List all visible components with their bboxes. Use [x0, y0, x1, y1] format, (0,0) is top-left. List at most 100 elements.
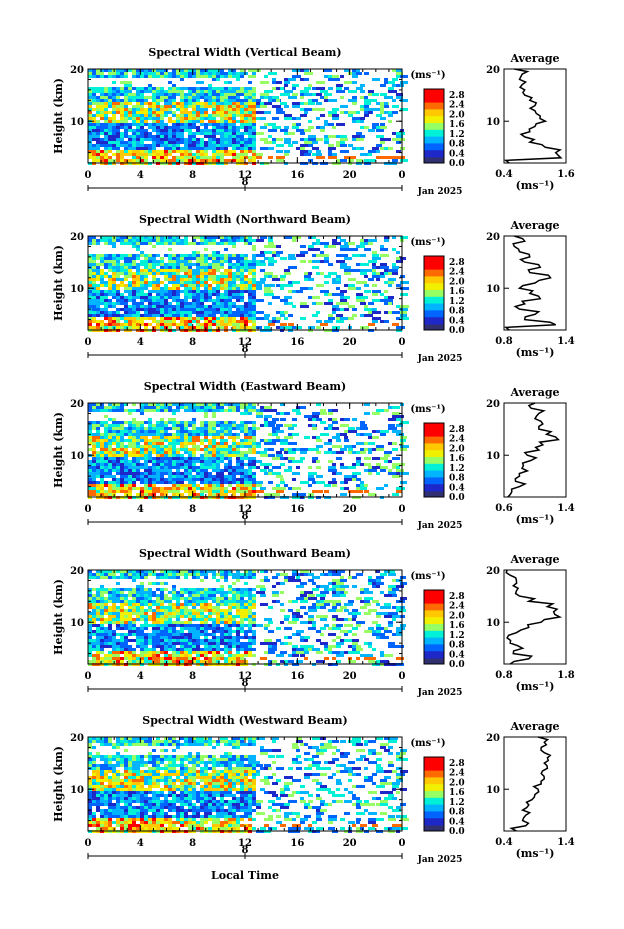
x-tick-label: 4: [137, 838, 144, 849]
colorbar-unit: (ms⁻¹): [410, 571, 445, 582]
y-axis-label: Height (km): [52, 746, 65, 822]
avg-x-tick-label: 0.8: [495, 336, 512, 347]
y-tick-label: 10: [70, 451, 84, 462]
x-tick-label: 8: [189, 671, 196, 682]
colorbar-tick-label: 0.0: [449, 159, 465, 169]
colorbar-tick-label: 2.4: [449, 101, 465, 111]
x-tick-label: 16: [290, 337, 304, 348]
x-tick-label: 8: [189, 838, 196, 849]
colorbar-tick-label: 0.0: [449, 660, 465, 670]
heatmap-title-4: Spectral Width (Southward Beam): [139, 547, 351, 560]
colorbar-tick-label: 1.2: [449, 297, 465, 307]
y-tick-label: 20: [70, 733, 84, 744]
x-tick-label: 20: [343, 671, 357, 682]
avg-y-tick-label: 20: [486, 566, 500, 577]
avg-x-tick-label: 1.4: [557, 336, 574, 347]
x-tick-label: 12: [238, 671, 252, 682]
colorbar-unit: (ms⁻¹): [410, 237, 445, 248]
colorbar-tick-label: 0.8: [449, 307, 465, 317]
heatmap-cells: [88, 570, 407, 666]
colorbar-tick-label: 1.6: [449, 287, 465, 297]
avg-x-label: (ms⁻¹): [516, 346, 555, 359]
x-tick-label: 20: [343, 170, 357, 181]
x-tick-label: 12: [238, 337, 252, 348]
date-label: Jan 2025: [417, 521, 463, 531]
colorbar-tick-label: 1.6: [449, 788, 465, 798]
colorbar-tick-label: 2.0: [449, 277, 465, 287]
y-axis-label: Height (km): [52, 412, 65, 488]
avg-y-tick-label: 20: [486, 399, 500, 410]
heatmap-panel-3: [87, 402, 567, 525]
colorbar-tick-label: 0.0: [449, 827, 465, 837]
avg-x-tick-label: 0.4: [495, 169, 512, 180]
colorbar-tick-label: 0.4: [449, 149, 465, 159]
colorbar-tick-label: 0.4: [449, 483, 465, 493]
x-tick-label: 0: [399, 838, 406, 849]
heatmap-title-2: Spectral Width (Northward Beam): [139, 213, 351, 226]
colorbar-tick-label: 1.6: [449, 454, 465, 464]
avg-title: Average: [509, 219, 559, 232]
x-tick-label: 0: [399, 170, 406, 181]
day-marker: 8: [242, 177, 249, 188]
colorbar-tick-label: 2.0: [449, 611, 465, 621]
colorbar-tick-label: 1.6: [449, 120, 465, 130]
y-axis-label: Height (km): [52, 78, 65, 154]
x-tick-label: 20: [343, 337, 357, 348]
y-tick-label: 10: [70, 284, 84, 295]
avg-profile-line: [507, 402, 560, 498]
avg-y-tick-label: 10: [486, 451, 500, 462]
x-tick-label: 4: [137, 504, 144, 515]
heatmap-panel-1: [87, 68, 567, 191]
avg-title: Average: [509, 52, 559, 65]
x-axis-label: Local Time: [211, 869, 279, 882]
avg-x-label: (ms⁻¹): [516, 513, 555, 526]
y-tick-label: 20: [70, 566, 84, 577]
avg-x-label: (ms⁻¹): [516, 680, 555, 693]
colorbar: [423, 255, 445, 331]
y-axis-label: Height (km): [52, 579, 65, 655]
colorbar-unit: (ms⁻¹): [410, 738, 445, 749]
y-tick-label: 10: [70, 785, 84, 796]
x-tick-label: 4: [137, 170, 144, 181]
x-tick-label: 20: [343, 504, 357, 515]
x-tick-label: 16: [290, 170, 304, 181]
colorbar-tick-label: 2.8: [449, 91, 465, 101]
x-tick-label: 12: [238, 504, 252, 515]
avg-y-tick-label: 20: [486, 232, 500, 243]
y-tick-label: 10: [70, 117, 84, 128]
avg-x-tick-label: 1.4: [557, 837, 574, 848]
colorbar-tick-label: 1.2: [449, 631, 465, 641]
colorbar-tick-label: 2.8: [449, 592, 465, 602]
colorbar-unit: (ms⁻¹): [410, 404, 445, 415]
x-tick-label: 0: [85, 170, 92, 181]
avg-title: Average: [509, 553, 559, 566]
colorbar-tick-label: 0.4: [449, 650, 465, 660]
colorbar-tick-label: 2.4: [449, 602, 465, 612]
heatmap-title-1: Spectral Width (Vertical Beam): [148, 46, 341, 59]
x-tick-label: 0: [85, 504, 92, 515]
colorbar: [423, 422, 445, 498]
x-tick-label: 4: [137, 337, 144, 348]
colorbar-tick-label: 2.4: [449, 268, 465, 278]
x-tick-label: 16: [290, 504, 304, 515]
date-label: Jan 2025: [417, 187, 463, 197]
avg-y-tick-label: 10: [486, 284, 500, 295]
avg-x-tick-label: 0.4: [495, 837, 512, 848]
x-tick-label: 16: [290, 838, 304, 849]
heatmap-panel-4: [87, 569, 567, 692]
avg-profile-line: [503, 68, 563, 164]
avg-x-tick-label: 1.8: [557, 670, 574, 681]
y-axis-label: Height (km): [52, 245, 65, 321]
x-tick-label: 8: [189, 337, 196, 348]
colorbar-tick-label: 0.8: [449, 474, 465, 484]
y-tick-label: 10: [70, 618, 84, 629]
day-marker: 8: [242, 344, 249, 355]
heatmap-cells: [88, 737, 409, 833]
x-tick-label: 8: [189, 504, 196, 515]
x-tick-label: 0: [85, 337, 92, 348]
colorbar-tick-label: 2.0: [449, 778, 465, 788]
y-tick-label: 20: [70, 65, 84, 76]
heatmap-panel-2: [87, 235, 567, 358]
heatmap-cells: [88, 403, 409, 499]
